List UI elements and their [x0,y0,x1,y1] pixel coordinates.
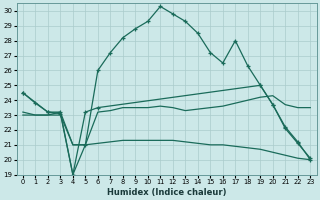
X-axis label: Humidex (Indice chaleur): Humidex (Indice chaleur) [107,188,226,197]
